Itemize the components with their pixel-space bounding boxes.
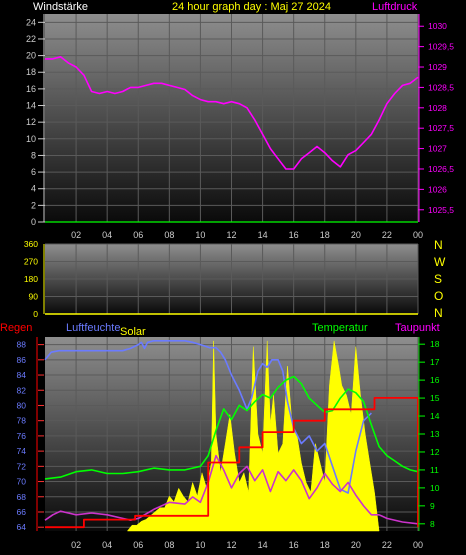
wind-tick-label: 14 [26,101,36,111]
direction-tick-label: 180 [24,274,38,284]
time-tick-label: 14 [258,540,268,550]
temperature-tick-label: 10 [430,483,440,493]
time-tick-label: 06 [133,230,143,240]
pressure-tick-label: 1028 [428,103,447,113]
humidity-tick-label: 64 [17,522,27,532]
series-layer [44,55,419,532]
direction-letter-w: W [434,255,446,269]
dewpoint-line [44,454,419,525]
humidity-tick-label: 84 [17,370,27,380]
wind-tick-label: 20 [26,51,36,61]
pressure-axis-title: Luftdruck [372,1,418,13]
pressure-tick-label: 1027,5 [428,123,454,133]
legend-solar: Solar [120,326,146,338]
time-tick-label: 16 [289,230,299,240]
temperature-tick-label: 14 [430,411,440,421]
humidity-tick-label: 78 [17,416,27,426]
humidity-tick-label: 68 [17,492,27,502]
direction-letter-n-bottom: N [434,306,443,320]
pressure-tick-label: 1027 [428,144,447,154]
direction-tick-label: 360 [24,239,38,249]
humidity-tick-label: 66 [17,507,27,517]
time-tick-label: 00 [413,230,423,240]
pressure-tick-label: 1028,5 [428,82,454,92]
wind-tick-label: 10 [26,134,36,144]
time-tick-label: 12 [226,230,236,240]
graph-title: 24 hour graph day : Maj 27 2024 [172,1,331,13]
temperature-line [44,375,419,480]
direction-letter-s: S [434,272,442,286]
temperature-tick-label: 18 [430,339,440,349]
time-tick-label: 18 [320,540,330,550]
wind-tick-label: 22 [26,34,36,44]
wind-tick-label: 4 [31,184,36,194]
temperature-tick-label: 13 [430,429,440,439]
rain-line [45,396,419,529]
pressure-tick-label: 1030 [428,21,447,31]
time-tick-label: 02 [71,540,81,550]
humidity-tick-label: 70 [17,477,27,487]
legend-regen: Regen [0,322,32,334]
time-tick-label: 06 [133,540,143,550]
time-tick-label: 08 [164,230,174,240]
humidity-tick-label: 82 [17,385,27,395]
humidity-tick-label: 88 [17,340,27,350]
humidity-tick-label: 74 [17,446,27,456]
legend-luftfeuchte: Luftfeuchte [66,322,120,334]
pressure-tick-label: 1029,5 [428,42,454,52]
direction-tick-label: 270 [24,257,38,267]
direction-letter-n-top: N [434,238,443,252]
time-tick-label: 04 [102,230,112,240]
direction-tick-label: 0 [33,309,38,319]
pressure-line [45,55,419,170]
wind-axis-title: Windstärke [33,1,88,13]
direction-tick-label: 90 [29,292,39,302]
time-tick-label: 08 [164,540,174,550]
temperature-tick-label: 15 [430,393,440,403]
wind-tick-label: 0 [31,217,36,227]
time-tick-label: 10 [195,540,205,550]
pressure-tick-label: 1026,5 [428,164,454,174]
time-tick-label: 14 [258,230,268,240]
temperature-tick-label: 11 [430,465,439,475]
direction-letter-o: O [434,289,443,303]
temperature-tick-label: 12 [430,447,440,457]
humidity-tick-label: 76 [17,431,27,441]
pressure-tick-label: 1025,5 [428,205,454,215]
time-tick-label: 18 [320,230,330,240]
wind-tick-label: 18 [26,67,36,77]
time-tick-label: 12 [226,540,236,550]
legend-taupunkt: Taupunkt [395,322,440,334]
time-tick-label: 04 [102,540,112,550]
temperature-tick-label: 8 [430,519,435,529]
time-tick-label: 20 [351,230,361,240]
time-tick-label: 22 [382,230,392,240]
pressure-tick-label: 1029 [428,62,447,72]
humidity-tick-label: 72 [17,461,27,471]
wind-tick-label: 16 [26,84,36,94]
wind-tick-label: 6 [31,167,36,177]
time-tick-label: 02 [71,230,81,240]
temperature-tick-label: 17 [430,357,440,367]
wind-tick-label: 2 [31,200,36,210]
pressure-tick-label: 1026 [428,184,447,194]
temperature-tick-label: 16 [430,375,440,385]
time-tick-label: 22 [382,540,392,550]
time-tick-label: 16 [289,540,299,550]
humidity-line [44,339,372,494]
time-tick-label: 00 [413,540,423,550]
wind-tick-label: 8 [31,150,36,160]
legend-temperatur: Temperatur [312,322,368,334]
time-tick-label: 10 [195,230,205,240]
wind-tick-label: 24 [26,17,36,27]
humidity-tick-label: 80 [17,400,27,410]
temperature-tick-label: 9 [430,501,435,511]
time-tick-label: 20 [351,540,361,550]
solar-area [126,340,380,532]
humidity-tick-label: 86 [17,355,27,365]
wind-tick-label: 12 [26,117,36,127]
